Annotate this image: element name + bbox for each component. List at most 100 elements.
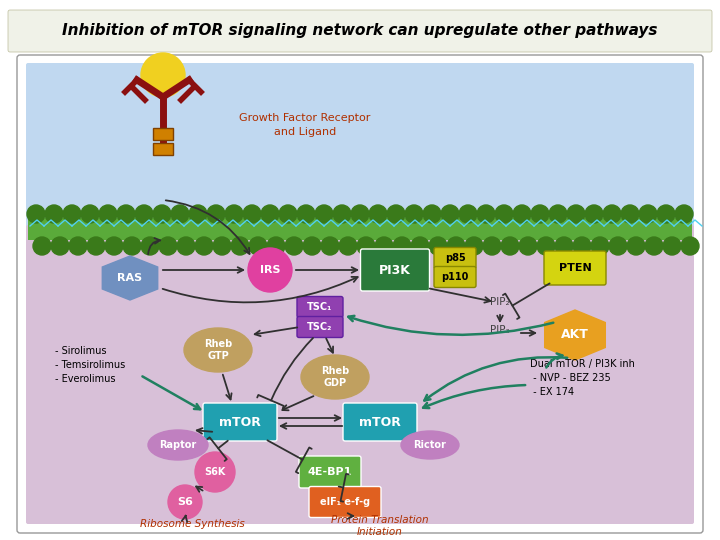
Bar: [28, 218, 692, 240]
Circle shape: [303, 237, 321, 255]
Bar: [153, 128, 173, 140]
FancyBboxPatch shape: [434, 247, 476, 268]
Text: Rheb
GTP: Rheb GTP: [204, 339, 232, 361]
Text: Rictor: Rictor: [413, 440, 446, 450]
Circle shape: [459, 205, 477, 223]
Circle shape: [393, 237, 411, 255]
Circle shape: [141, 53, 185, 97]
FancyBboxPatch shape: [17, 55, 703, 533]
Polygon shape: [102, 256, 158, 300]
Circle shape: [243, 205, 261, 223]
Circle shape: [153, 205, 171, 223]
Circle shape: [465, 237, 483, 255]
Circle shape: [555, 237, 573, 255]
Circle shape: [603, 205, 621, 223]
FancyBboxPatch shape: [8, 10, 712, 52]
Text: mTOR: mTOR: [219, 415, 261, 429]
Circle shape: [387, 205, 405, 223]
Circle shape: [375, 237, 393, 255]
FancyBboxPatch shape: [309, 487, 381, 517]
Text: eIF₁ e-f-g: eIF₁ e-f-g: [320, 497, 370, 507]
Circle shape: [213, 237, 231, 255]
Circle shape: [189, 205, 207, 223]
Circle shape: [159, 237, 177, 255]
Circle shape: [477, 205, 495, 223]
Bar: [153, 143, 173, 155]
Circle shape: [87, 237, 105, 255]
Circle shape: [279, 205, 297, 223]
Text: 4E-BP1: 4E-BP1: [308, 467, 352, 477]
FancyBboxPatch shape: [361, 249, 430, 291]
Circle shape: [195, 237, 213, 255]
Text: IRS: IRS: [260, 265, 280, 275]
Circle shape: [681, 237, 699, 255]
Circle shape: [27, 205, 45, 223]
Circle shape: [207, 205, 225, 223]
Circle shape: [447, 237, 465, 255]
Text: RAS: RAS: [117, 273, 143, 283]
Ellipse shape: [401, 431, 459, 459]
Text: TSC₂: TSC₂: [307, 322, 333, 332]
Circle shape: [357, 237, 375, 255]
Text: p85: p85: [445, 253, 465, 263]
Circle shape: [248, 248, 292, 292]
FancyBboxPatch shape: [297, 296, 343, 318]
Text: PTEN: PTEN: [559, 263, 591, 273]
Circle shape: [141, 237, 159, 255]
Circle shape: [195, 452, 235, 492]
Circle shape: [645, 237, 663, 255]
Text: S6: S6: [177, 497, 193, 507]
Circle shape: [483, 237, 501, 255]
Circle shape: [225, 205, 243, 223]
Text: Rheb
GDP: Rheb GDP: [321, 366, 349, 388]
Text: S6K: S6K: [204, 467, 225, 477]
Circle shape: [441, 205, 459, 223]
Circle shape: [249, 237, 267, 255]
FancyBboxPatch shape: [26, 225, 694, 524]
Text: PIP₃: PIP₃: [490, 325, 510, 335]
Circle shape: [537, 237, 555, 255]
Circle shape: [117, 205, 135, 223]
Circle shape: [45, 205, 63, 223]
Circle shape: [627, 237, 645, 255]
Text: PIP₂: PIP₂: [490, 297, 510, 307]
Circle shape: [123, 237, 141, 255]
Circle shape: [369, 205, 387, 223]
Circle shape: [81, 205, 99, 223]
Circle shape: [105, 237, 123, 255]
Text: Dual mTOR / PI3K inh
 - NVP - BEZ 235
 - EX 174: Dual mTOR / PI3K inh - NVP - BEZ 235 - E…: [530, 359, 635, 397]
Circle shape: [177, 237, 195, 255]
Text: AKT: AKT: [561, 328, 589, 341]
Circle shape: [573, 237, 591, 255]
Circle shape: [168, 485, 202, 519]
Circle shape: [351, 205, 369, 223]
Text: - Sirolimus
- Temsirolimus
- Everolimus: - Sirolimus - Temsirolimus - Everolimus: [55, 346, 125, 384]
Circle shape: [609, 237, 627, 255]
Circle shape: [429, 237, 447, 255]
Circle shape: [411, 237, 429, 255]
FancyBboxPatch shape: [297, 316, 343, 338]
Text: Raptor: Raptor: [159, 440, 197, 450]
Circle shape: [135, 205, 153, 223]
Circle shape: [675, 205, 693, 223]
Circle shape: [513, 205, 531, 223]
Circle shape: [51, 237, 69, 255]
Circle shape: [171, 205, 189, 223]
Circle shape: [657, 205, 675, 223]
Circle shape: [405, 205, 423, 223]
FancyBboxPatch shape: [299, 456, 361, 488]
Circle shape: [285, 237, 303, 255]
Circle shape: [423, 205, 441, 223]
Circle shape: [69, 237, 87, 255]
Text: p110: p110: [441, 272, 469, 282]
FancyBboxPatch shape: [434, 267, 476, 287]
Circle shape: [639, 205, 657, 223]
FancyBboxPatch shape: [26, 63, 694, 232]
Circle shape: [663, 237, 681, 255]
Text: Protein Translation
Initiation: Protein Translation Initiation: [331, 515, 429, 537]
Circle shape: [591, 237, 609, 255]
Circle shape: [321, 237, 339, 255]
Circle shape: [621, 205, 639, 223]
Text: Growth Factor Receptor
and Ligand: Growth Factor Receptor and Ligand: [239, 113, 371, 137]
FancyBboxPatch shape: [544, 251, 606, 285]
